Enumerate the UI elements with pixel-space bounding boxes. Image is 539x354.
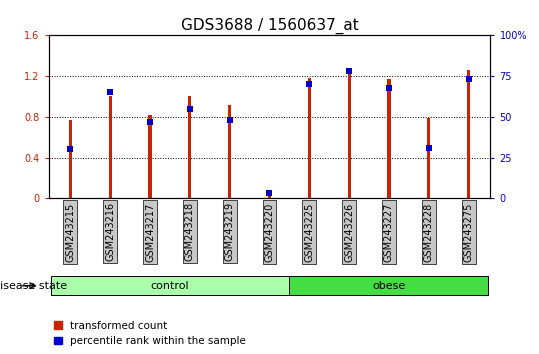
Text: obese: obese (372, 281, 405, 291)
Text: GSM243218: GSM243218 (185, 202, 195, 262)
Point (305, 81, 314, 87)
Point (146, 119, 154, 125)
Text: GSM243215: GSM243215 (65, 202, 75, 262)
Bar (109, 96, 112, 198)
Bar (188, 96, 191, 198)
FancyBboxPatch shape (51, 276, 289, 295)
Point (424, 145, 433, 150)
Point (265, 190, 274, 196)
Point (185, 106, 194, 112)
Bar (348, 68, 351, 198)
Bar (388, 79, 391, 198)
Bar (268, 196, 271, 198)
Point (385, 85, 393, 90)
Text: GSM243225: GSM243225 (305, 202, 314, 262)
Bar (308, 78, 311, 198)
FancyBboxPatch shape (289, 276, 488, 295)
Text: GSM243226: GSM243226 (344, 202, 354, 262)
Bar (148, 115, 151, 198)
Point (66, 147, 75, 152)
Text: control: control (150, 281, 189, 291)
Legend: transformed count, percentile rank within the sample: transformed count, percentile rank withi… (54, 321, 246, 346)
Point (345, 68, 354, 74)
Text: GSM243275: GSM243275 (464, 202, 474, 262)
Text: GSM243227: GSM243227 (384, 202, 394, 262)
Title: GDS3688 / 1560637_at: GDS3688 / 1560637_at (181, 18, 358, 34)
Text: GSM243217: GSM243217 (145, 202, 155, 262)
Bar (427, 118, 430, 198)
Text: disease state: disease state (0, 281, 67, 291)
Bar (69, 120, 72, 198)
Point (464, 76, 473, 82)
Bar (228, 104, 231, 198)
Text: GSM243219: GSM243219 (225, 202, 234, 262)
Text: GSM243228: GSM243228 (424, 202, 434, 262)
Bar (467, 70, 470, 198)
Point (225, 117, 234, 123)
Text: GSM243216: GSM243216 (105, 202, 115, 262)
Point (106, 90, 115, 95)
Text: GSM243220: GSM243220 (265, 202, 274, 262)
